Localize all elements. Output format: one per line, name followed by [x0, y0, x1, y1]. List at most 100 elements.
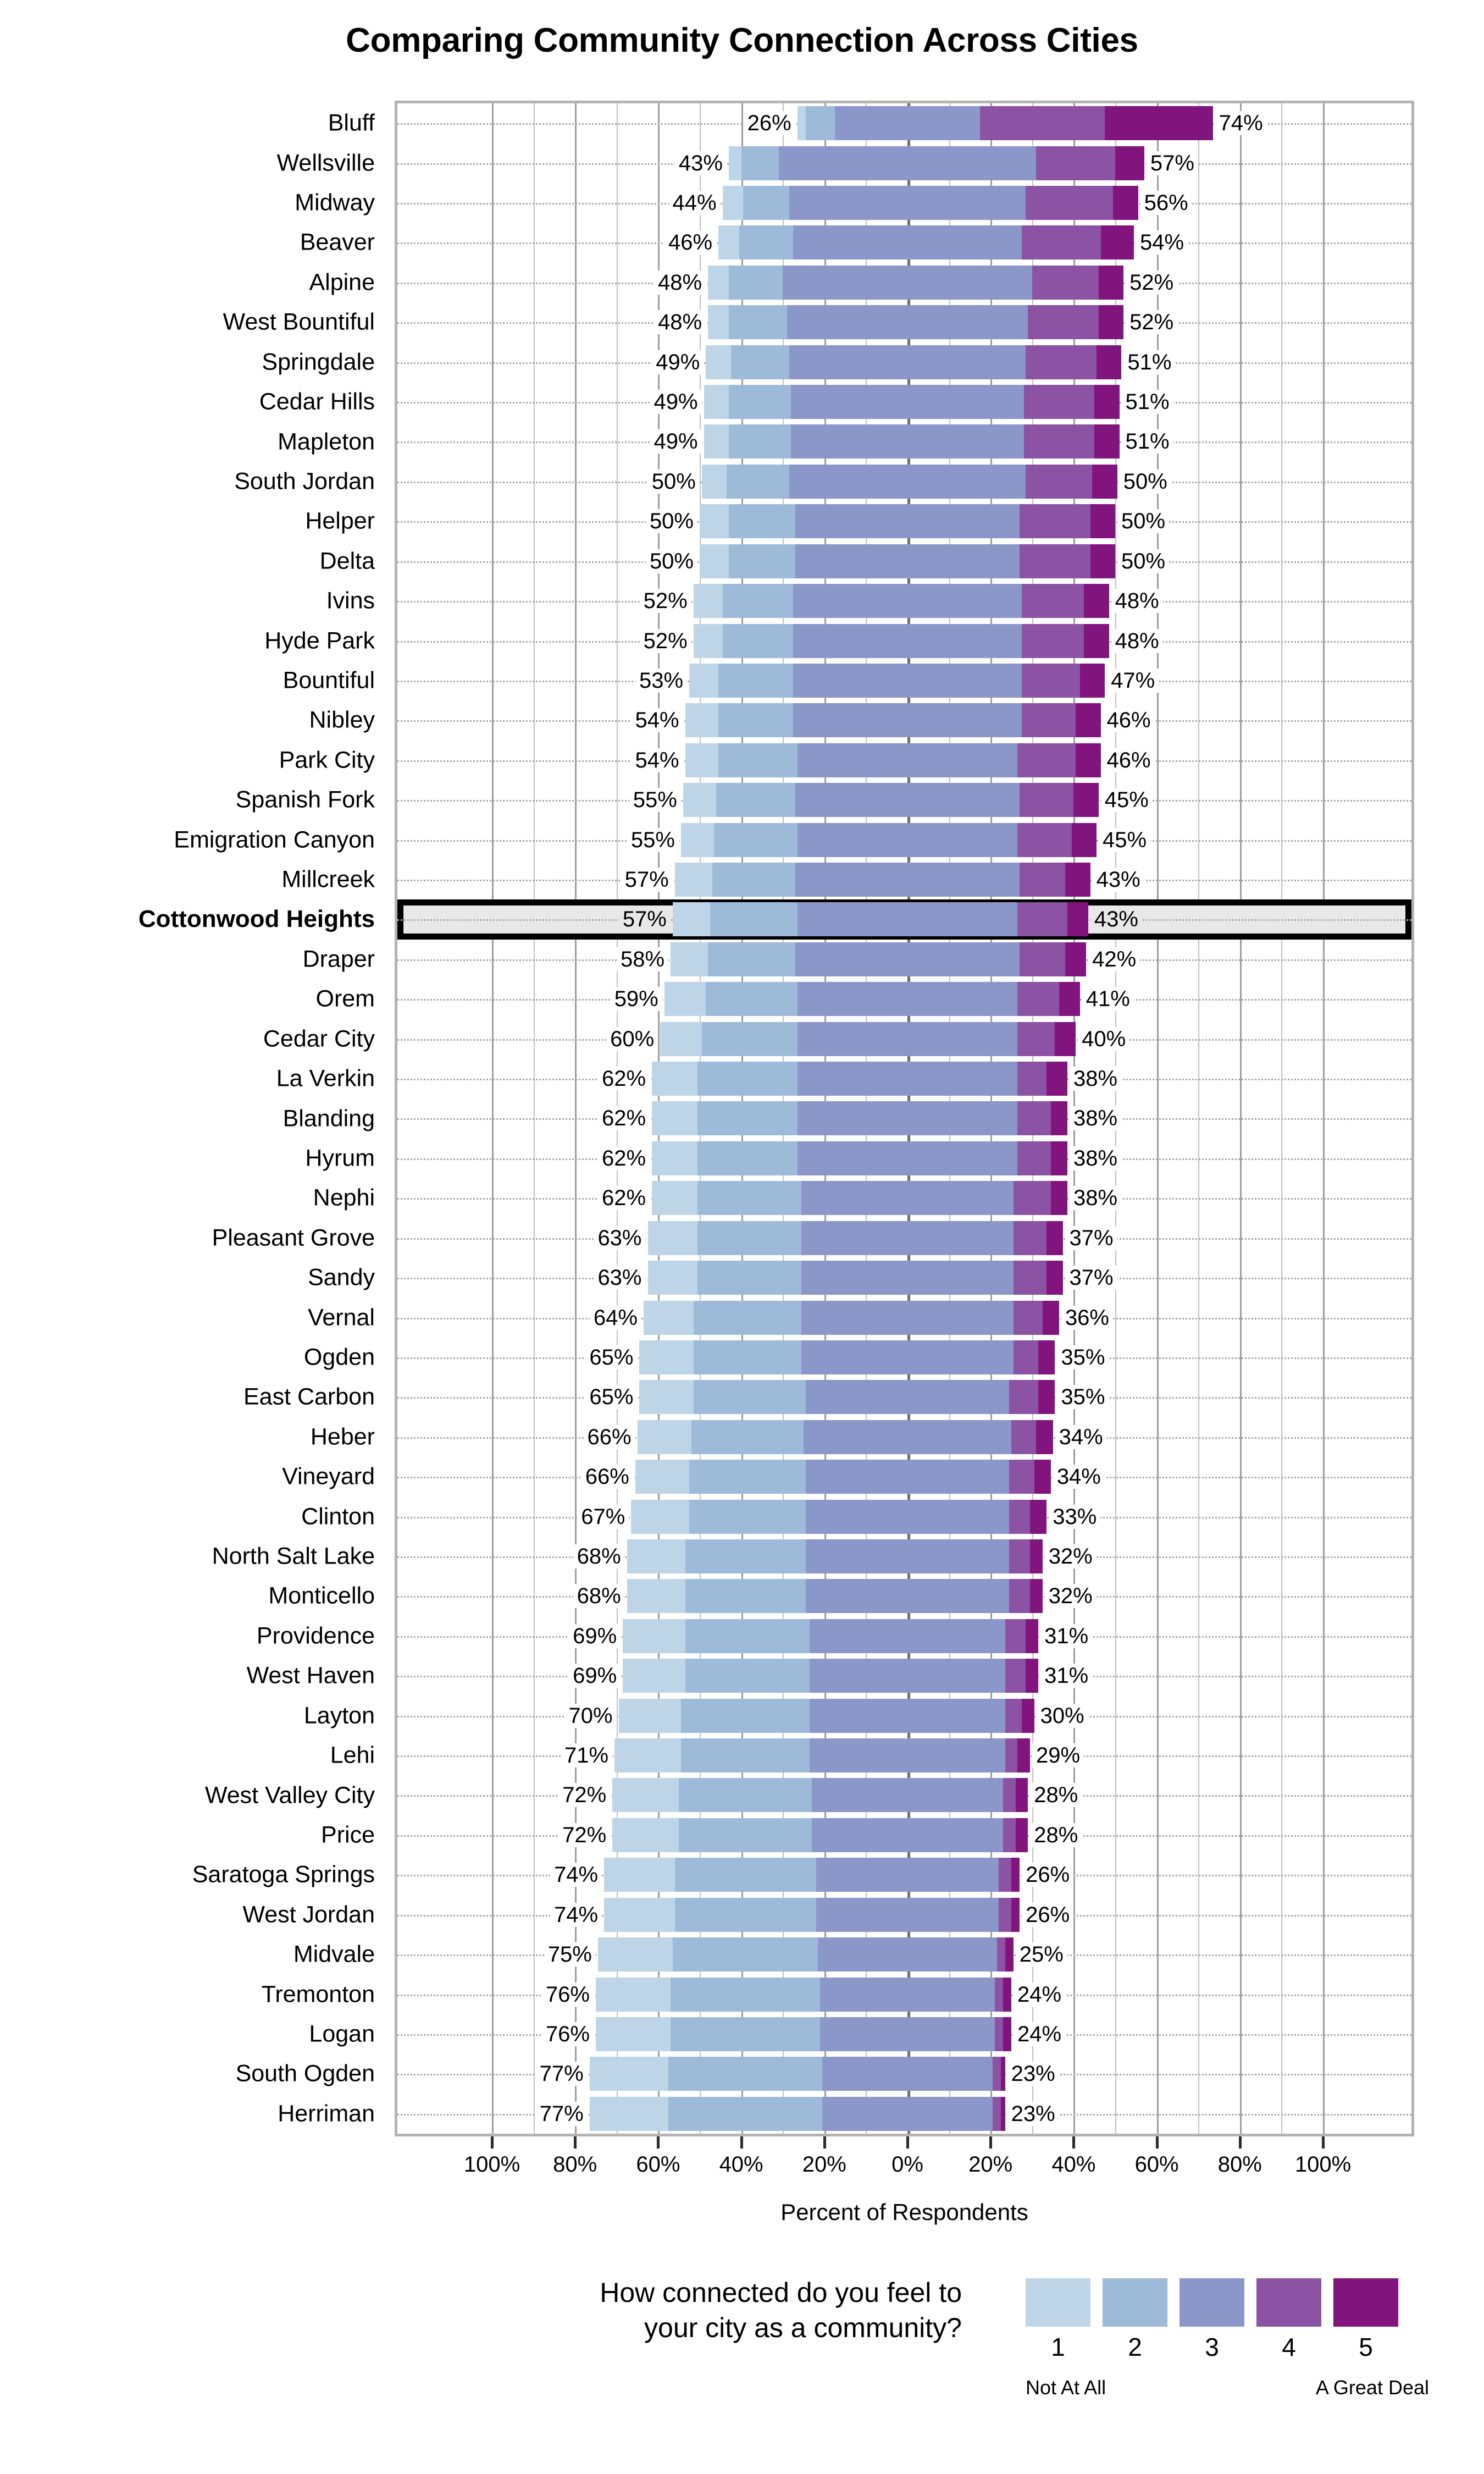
stacked-bar [708, 305, 1124, 340]
y-axis-label-vernal: Vernal [308, 1304, 375, 1331]
bar-row: 58% 42% [397, 940, 1411, 979]
bar-row: 44% 56% [397, 183, 1411, 223]
bar-segment-2 [671, 1977, 821, 2012]
bar-segment-3 [803, 1420, 1011, 1454]
bar-row: 76% 24% [397, 1974, 1411, 2014]
bar-row: 57% 43% [397, 860, 1411, 899]
bar-segment-5 [1042, 1300, 1059, 1335]
bar-segment-4 [1020, 863, 1066, 897]
bar-label-left: 72% [558, 1783, 611, 1808]
bar-label-right: 35% [1057, 1345, 1109, 1369]
bar-segment-1 [660, 1021, 702, 1056]
bar-label-left: 62% [598, 1106, 650, 1131]
y-axis-label-spanish-fork: Spanish Fork [235, 786, 375, 813]
bar-label-right: 51% [1121, 429, 1173, 454]
bar-segment-2 [674, 1897, 816, 1932]
stacked-bar [704, 385, 1120, 419]
bar-label-left: 66% [583, 1424, 635, 1449]
bar-label-right: 50% [1119, 469, 1171, 494]
bar-segment-1 [700, 544, 729, 578]
bar-segment-2 [680, 1698, 810, 1733]
bar-segment-2 [679, 1818, 812, 1852]
y-axis-label-nibley: Nibley [309, 706, 375, 733]
y-axis-label-heber: Heber [310, 1423, 375, 1450]
bar-segment-4 [1013, 1261, 1047, 1295]
bar-label-left: 54% [631, 748, 683, 772]
bar-segment-4 [1005, 1698, 1022, 1733]
bar-label-right: 31% [1040, 1664, 1093, 1688]
bar-segment-4 [1011, 1420, 1037, 1454]
y-axis-label-north-salt-lake: North Salt Lake [212, 1543, 375, 1570]
bar-segment-2 [727, 464, 789, 499]
stacked-bar [693, 623, 1109, 658]
bar-label-right: 28% [1030, 1823, 1082, 1847]
stacked-bar [612, 1818, 1028, 1852]
stacked-bar [635, 1460, 1051, 1494]
bar-label-right: 42% [1088, 947, 1140, 971]
bar-label-left: 77% [535, 2101, 588, 2126]
bar-segment-1 [627, 1539, 685, 1574]
bar-segment-1 [685, 743, 718, 777]
bar-segment-3 [795, 504, 1020, 539]
stacked-bar [639, 1340, 1055, 1374]
bar-label-left: 48% [654, 310, 706, 335]
bar-segment-3 [805, 1539, 1010, 1574]
bar-row: 49% 51% [397, 422, 1411, 461]
bar-segment-5 [1011, 1858, 1020, 1892]
bar-row: 77% 23% [397, 2054, 1411, 2094]
x-tick-mark [1322, 2136, 1325, 2149]
x-tick-label: 40% [1051, 2152, 1096, 2177]
bar-label-left: 54% [631, 708, 683, 733]
bar-segment-5 [1034, 1460, 1051, 1494]
bar-segment-3 [810, 1659, 1005, 1693]
bar-segment-4 [1023, 424, 1095, 459]
bar-segment-5 [1001, 2057, 1005, 2091]
bar-row: 63% 37% [397, 1218, 1411, 1258]
bar-segment-4 [1009, 1539, 1030, 1574]
bar-segment-2 [672, 1937, 818, 1972]
bar-row: 53% 47% [397, 661, 1411, 700]
bar-segment-1 [589, 2096, 669, 2131]
bar-segment-3 [795, 942, 1020, 976]
bar-row: 49% 51% [397, 342, 1411, 382]
bar-segment-1 [664, 982, 706, 1017]
x-tick-label: 80% [553, 2152, 597, 2177]
bar-segment-2 [728, 504, 795, 539]
bar-label-right: 24% [1014, 1982, 1066, 2007]
bar-segment-1 [689, 663, 718, 698]
stacked-bar [604, 1858, 1020, 1892]
bar-row: 62% 38% [397, 1139, 1411, 1178]
bar-segment-1 [612, 1778, 679, 1813]
y-axis-label-pleasant-grove: Pleasant Grove [212, 1224, 375, 1251]
x-axis-tick-marks [395, 2136, 1414, 2153]
bar-label-left: 62% [598, 1067, 650, 1091]
bar-row: 66% 34% [397, 1457, 1411, 1496]
stacked-bar [685, 703, 1101, 738]
bar-segment-3 [810, 1698, 1005, 1733]
stacked-bar [685, 743, 1101, 777]
bar-segment-4 [1009, 1499, 1030, 1534]
stacked-bar [631, 1499, 1047, 1534]
bar-segment-5 [1046, 1221, 1064, 1255]
bar-segment-2 [691, 1420, 804, 1454]
stacked-bar [689, 663, 1105, 698]
bar-label-right: 48% [1111, 589, 1163, 614]
bar-segment-3 [791, 424, 1024, 459]
bar-segment-4 [1020, 504, 1090, 539]
bar-segment-1 [614, 1738, 681, 1773]
bar-label-left: 65% [585, 1385, 638, 1410]
bar-label-left: 63% [594, 1225, 646, 1250]
stacked-bar [647, 1221, 1064, 1255]
bar-label-right: 52% [1126, 270, 1178, 295]
bar-segment-4 [1021, 584, 1084, 618]
bar-segment-4 [1020, 942, 1066, 976]
bar-label-right: 29% [1032, 1743, 1084, 1768]
y-axis-label-springdale: Springdale [262, 349, 375, 375]
bar-segment-3 [822, 2057, 993, 2091]
bar-segment-4 [1005, 1619, 1026, 1653]
bar-label-left: 62% [598, 1146, 650, 1170]
y-axis-label-la-verkin: La Verkin [276, 1065, 375, 1092]
bar-label-right: 24% [1014, 2022, 1066, 2046]
x-tick-mark [1155, 2136, 1159, 2149]
bar-segment-3 [810, 1738, 1005, 1773]
